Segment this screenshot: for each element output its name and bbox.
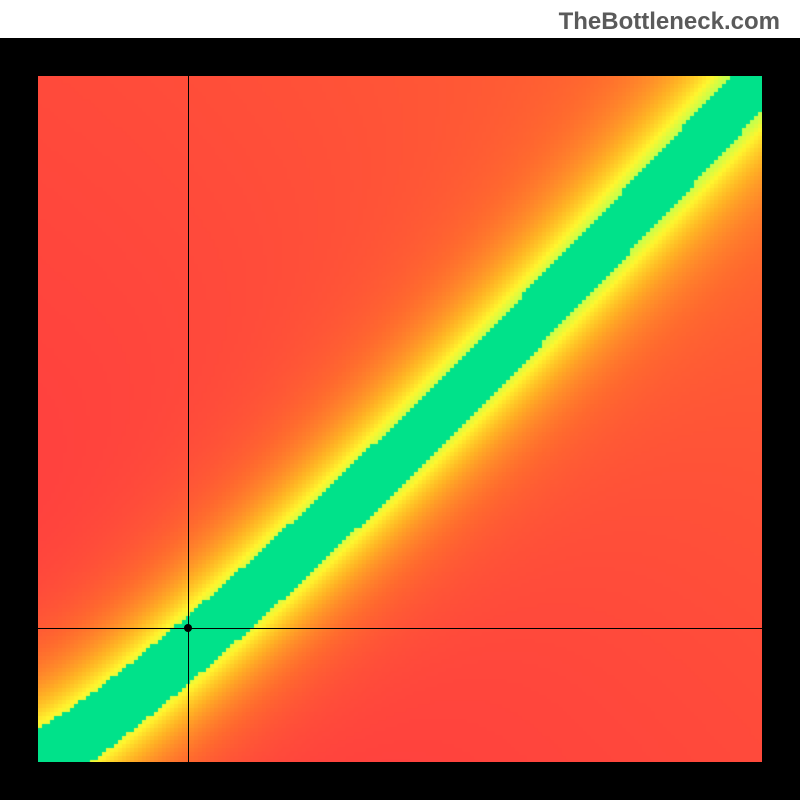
heatmap-plot-area xyxy=(38,76,762,762)
watermark-text: TheBottleneck.com xyxy=(559,8,780,36)
heatmap-canvas xyxy=(38,76,762,762)
chart-outer-frame xyxy=(0,38,800,800)
